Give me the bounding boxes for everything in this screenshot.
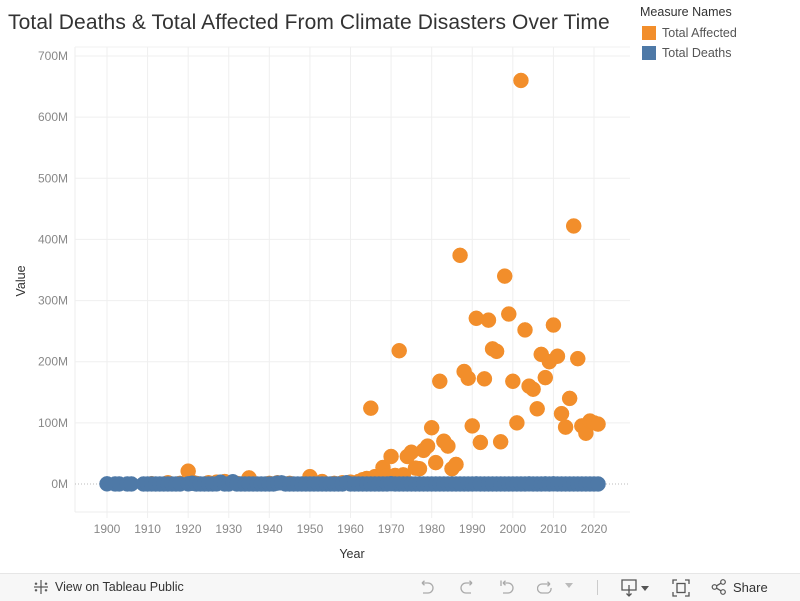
affected-point[interactable] [432, 373, 448, 390]
redo-icon[interactable] [458, 580, 476, 596]
y-axis: 0M 100M 200M 300M 400M 500M 600M 700M [38, 49, 68, 491]
chart-title: Total Deaths & Total Affected From Clima… [8, 11, 610, 34]
x-tick-label: 1940 [256, 522, 283, 536]
toolbar-divider [597, 580, 598, 595]
affected-point[interactable] [496, 268, 513, 284]
affected-point[interactable] [509, 415, 525, 431]
affected-point[interactable] [452, 247, 468, 264]
affected-point[interactable] [440, 438, 456, 454]
y-tick-label: 600M [38, 110, 68, 124]
y-axis-label: Value [14, 265, 28, 296]
download-icon[interactable] [621, 579, 651, 597]
view-on-tableau-label: View on Tableau Public [55, 580, 184, 594]
legend-item-total-affected[interactable]: Total Affected [640, 23, 737, 43]
affected-point[interactable] [488, 343, 505, 360]
fullscreen-icon[interactable] [672, 579, 690, 597]
x-tick-label: 1970 [378, 522, 405, 536]
legend-title: Measure Names [640, 5, 732, 19]
x-tick-label: 1960 [337, 522, 364, 536]
affected-point[interactable] [472, 434, 489, 451]
affected-point[interactable] [492, 434, 509, 450]
revert-icon[interactable] [498, 580, 516, 596]
affected-point[interactable] [480, 312, 497, 328]
x-tick-label: 1910 [134, 522, 161, 536]
series-total-affected [143, 72, 606, 492]
x-tick-label: 1980 [418, 522, 445, 536]
affected-point[interactable] [553, 405, 570, 422]
x-tick-label: 2000 [499, 522, 526, 536]
share-button[interactable]: Share [711, 579, 768, 595]
affected-point[interactable] [545, 317, 562, 333]
y-tick-label: 200M [38, 355, 68, 369]
affected-point[interactable] [505, 373, 521, 390]
y-tick-label: 500M [38, 171, 68, 185]
affected-point[interactable] [517, 322, 533, 338]
view-on-tableau-button[interactable]: View on Tableau Public [33, 579, 184, 595]
x-axis: 1900 1910 1920 1930 1940 1950 1960 1970 1980 1990… [94, 522, 608, 536]
deaths-point[interactable] [590, 476, 606, 492]
data-points [99, 72, 606, 492]
x-tick-label: 2020 [581, 522, 608, 536]
affected-point[interactable] [561, 390, 578, 407]
gridlines [74, 46, 630, 518]
affected-point[interactable] [525, 381, 541, 397]
y-tick-label: 400M [38, 232, 68, 246]
affected-point[interactable] [529, 401, 545, 417]
affected-point[interactable] [423, 419, 440, 436]
x-tick-label: 1930 [215, 522, 242, 536]
undo-icon[interactable] [418, 580, 436, 596]
affected-point[interactable] [557, 419, 574, 435]
affected-point[interactable] [476, 371, 493, 387]
share-icon [711, 579, 727, 595]
legend-label: Total Affected [662, 26, 737, 40]
affected-point[interactable] [411, 460, 428, 477]
x-tick-label: 1950 [297, 522, 324, 536]
affected-point[interactable] [448, 456, 464, 473]
bottom-toolbar: View on Tableau Public Share [0, 573, 800, 601]
refresh-icon[interactable] [537, 580, 555, 596]
legend-swatch-total-affected [642, 26, 656, 40]
affected-point[interactable] [464, 418, 480, 434]
affected-point[interactable] [537, 369, 554, 386]
affected-point[interactable] [363, 400, 379, 416]
affected-point[interactable] [549, 348, 566, 364]
legend-item-total-deaths[interactable]: Total Deaths [640, 43, 737, 63]
y-tick-label: 300M [38, 294, 68, 308]
share-label: Share [733, 579, 768, 595]
series-total-deaths [99, 473, 606, 492]
affected-point[interactable] [391, 342, 407, 359]
y-tick-label: 100M [38, 416, 68, 430]
y-tick-label: 0M [51, 477, 68, 491]
refresh-dropdown-icon[interactable] [565, 583, 573, 589]
x-tick-label: 2010 [540, 522, 567, 536]
legend: Measure Names Total Affected Total Death… [640, 5, 737, 63]
x-axis-label: Year [339, 547, 364, 561]
affected-point[interactable] [427, 454, 444, 471]
legend-label: Total Deaths [662, 46, 732, 60]
tableau-logo-icon [33, 579, 49, 595]
affected-point[interactable] [565, 218, 582, 234]
affected-point[interactable] [590, 416, 606, 432]
x-tick-label: 1990 [459, 522, 486, 536]
legend-swatch-total-deaths [642, 46, 656, 60]
affected-point[interactable] [513, 72, 529, 89]
affected-point[interactable] [419, 438, 436, 454]
affected-point[interactable] [383, 448, 399, 465]
affected-point[interactable] [501, 306, 517, 322]
y-tick-label: 700M [38, 49, 68, 63]
x-tick-label: 1920 [175, 522, 202, 536]
affected-point[interactable] [460, 370, 476, 386]
affected-point[interactable] [570, 350, 586, 367]
x-tick-label: 1900 [94, 522, 121, 536]
